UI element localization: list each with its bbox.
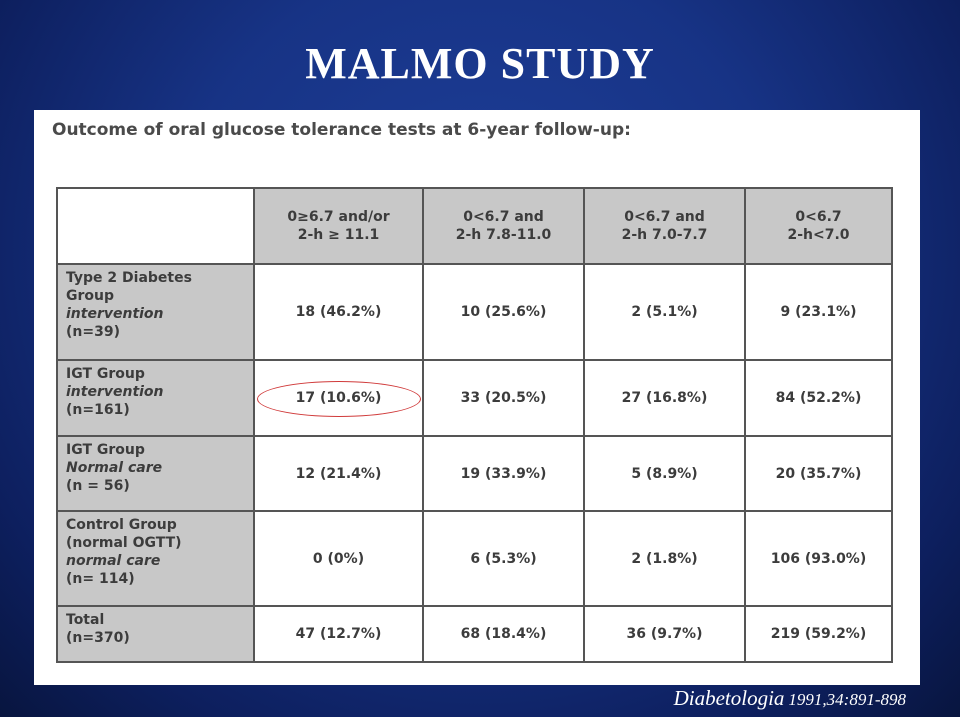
table-cell: 6 (5.3%) [422,510,585,607]
table-cell: 0 (0%) [253,510,424,607]
header-row: 0≥6.7 and/or 2-h ≥ 11.1 0<6.7 and 2-h 7.… [56,187,893,265]
column-header: 0<6.7 and 2-h 7.8-11.0 [422,187,585,265]
row-header: Control Group (normal OGTT) normal care … [56,510,255,607]
table-cell: 5 (8.9%) [583,435,746,512]
highlight-circle [257,381,421,417]
table-cell: 9 (23.1%) [744,263,893,361]
table-cell: 106 (93.0%) [744,510,893,607]
slide-title: MALMO STUDY [305,39,655,88]
column-header: 0<6.7 and 2-h 7.0-7.7 [583,187,746,265]
table-panel: Outcome of oral glucose tolerance tests … [34,110,920,685]
row-header-line: Total [66,612,105,628]
table-cell: 33 (20.5%) [422,359,585,437]
row-header-line: Control Group [66,517,177,533]
row-header-line: normal care [66,553,161,569]
column-header-line: 2-h ≥ 11.1 [297,227,380,243]
table-row: Control Group (normal OGTT) normal care … [56,510,893,607]
row-header: IGT Group Normal care (n = 56) [56,435,255,512]
column-header-line: 0<6.7 [795,209,842,225]
table-cell: 68 (18.4%) [422,605,585,663]
column-header-line: 0<6.7 and [624,209,705,225]
table-row: IGT Group intervention (n=161) 17 (10.6%… [56,359,893,437]
row-header-line: (normal OGTT) [66,535,182,551]
row-header-line: (n = 56) [66,478,130,494]
table-cell: 20 (35.7%) [744,435,893,512]
column-header-line: 2-h<7.0 [787,227,850,243]
corner-cell [56,187,255,265]
table-cell: 10 (25.6%) [422,263,585,361]
row-header: Type 2 Diabetes Group intervention (n=39… [56,263,255,361]
row-header-line: Normal care [66,460,163,476]
citation-journal: Diabetologia [673,686,785,710]
column-header-line: 0<6.7 and [463,209,544,225]
column-header-line: 2-h 7.0-7.7 [621,227,708,243]
table-cell: 12 (21.4%) [253,435,424,512]
row-header-line: intervention [66,306,164,322]
citation: Diabetologia 1991,34:891-898 [674,686,906,711]
row-header-line: IGT Group [66,442,145,458]
column-header-line: 0≥6.7 and/or [287,209,390,225]
row-header: Total (n=370) [56,605,255,663]
row-header-line: Group [66,288,115,304]
table-cell: 47 (12.7%) [253,605,424,663]
table-row: IGT Group Normal care (n = 56) 12 (21.4%… [56,435,893,512]
column-header: 0<6.7 2-h<7.0 [744,187,893,265]
table-cell: 219 (59.2%) [744,605,893,663]
table-cell: 2 (5.1%) [583,263,746,361]
row-header-line: (n= 114) [66,571,135,587]
outcome-table: 0≥6.7 and/or 2-h ≥ 11.1 0<6.7 and 2-h 7.… [56,187,893,663]
citation-ref: 1991,34:891-898 [788,690,906,709]
highlighted-cell: 17 (10.6%) [253,359,424,437]
total-row: Total (n=370) 47 (12.7%) 68 (18.4%) 36 (… [56,605,893,663]
row-header-line: intervention [66,384,164,400]
table-cell: 36 (9.7%) [583,605,746,663]
row-header-line: (n=39) [66,324,120,340]
column-header: 0≥6.7 and/or 2-h ≥ 11.1 [253,187,424,265]
table-row: Type 2 Diabetes Group intervention (n=39… [56,263,893,361]
row-header-line: (n=161) [66,402,130,418]
row-header-line: IGT Group [66,366,145,382]
table-caption: Outcome of oral glucose tolerance tests … [52,120,631,140]
row-header-line: Type 2 Diabetes [66,270,192,286]
table-cell: 84 (52.2%) [744,359,893,437]
row-header-line: (n=370) [66,630,130,646]
table-cell: 18 (46.2%) [253,263,424,361]
column-header-line: 2-h 7.8-11.0 [455,227,552,243]
table-cell: 2 (1.8%) [583,510,746,607]
table-cell: 19 (33.9%) [422,435,585,512]
row-header: IGT Group intervention (n=161) [56,359,255,437]
table-cell: 27 (16.8%) [583,359,746,437]
